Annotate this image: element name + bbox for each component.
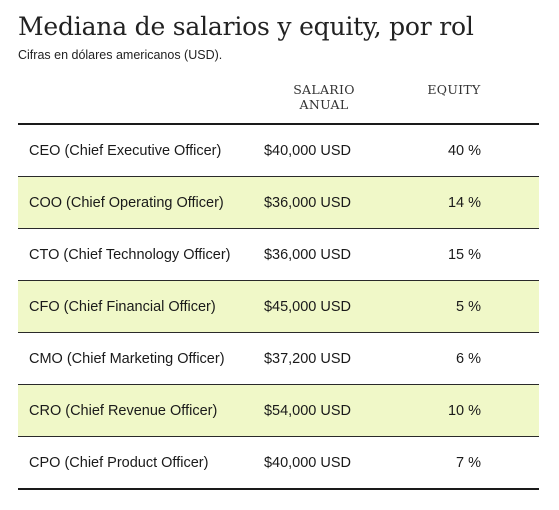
column-header-salary-line2: ANUAL [299,97,349,112]
role-cell: COO (Chief Operating Officer) [29,194,224,211]
column-header-salary: SALARIO ANUAL [278,82,370,112]
salary-cell: $54,000 USD [263,402,351,419]
salary-cell: $45,000 USD [263,298,351,315]
table-row: CMO (Chief Marketing Officer) $37,200 USD… [18,333,539,385]
role-cell: CPO (Chief Product Officer) [29,454,209,471]
salary-cell: $36,000 USD [263,194,351,211]
table-row: CPO (Chief Product Officer) $40,000 USD 7 … [18,437,539,488]
table-row: CEO (Chief Executive Officer) $40,000 USD… [18,125,539,177]
table-row: CFO (Chief Financial Officer) $45,000 USD… [18,281,539,333]
salary-cell: $40,000 USD [263,142,351,159]
column-header-salary-line1: SALARIO [293,82,355,97]
role-cell: CRO (Chief Revenue Officer) [29,402,218,419]
role-cell: CMO (Chief Marketing Officer) [29,350,225,367]
salary-cell: $40,000 USD [263,454,351,471]
table-row: COO (Chief Operating Officer) $36,000 USD… [18,177,539,229]
role-cell: CTO (Chief Technology Officer) [29,246,231,263]
table-row: CTO (Chief Technology Officer) $36,000 US… [18,229,539,281]
role-cell: CEO (Chief Executive Officer) [29,142,222,159]
salary-cell: $36,000 USD [263,246,351,263]
salary-cell: $37,200 USD [263,350,351,367]
chart-subtitle: Cifras en dólares americanos (USD). [18,48,223,62]
chart-title: Mediana de salarios y equity, por rol [18,12,474,41]
equity-cell: 40 % [447,142,481,159]
equity-cell: 14 % [447,194,481,211]
equity-cell: 7 % [456,454,481,471]
role-cell: CFO (Chief Financial Officer) [29,298,216,315]
column-header-equity: EQUITY [427,82,481,97]
equity-cell: 15 % [447,246,481,263]
salary-equity-table: CEO (Chief Executive Officer) $40,000 USD… [18,123,539,490]
equity-cell: 6 % [456,350,481,367]
equity-cell: 10 % [447,402,481,419]
table-row: CRO (Chief Revenue Officer) $54,000 USD 10… [18,385,539,437]
equity-cell: 5 % [456,298,481,315]
